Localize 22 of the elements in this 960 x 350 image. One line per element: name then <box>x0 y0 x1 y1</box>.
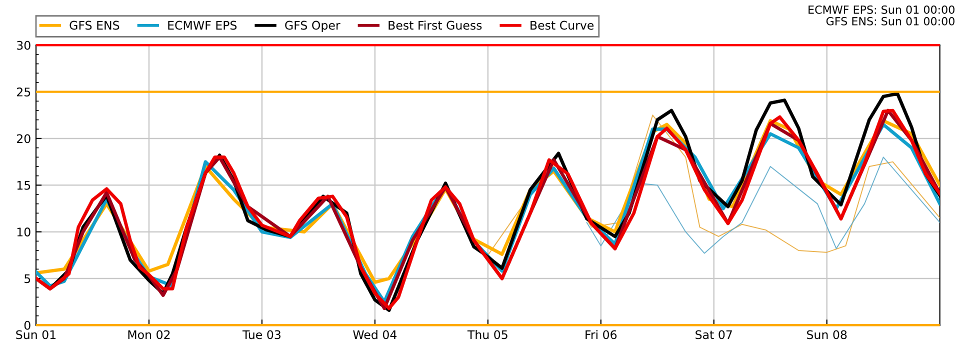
x-tick-label: Sun 01 <box>16 330 56 340</box>
text: GFS ENS: Sun 01 00:00 <box>826 16 954 26</box>
y-tick-label: 0 <box>24 320 30 330</box>
legend-label: Best First Guess <box>388 20 482 30</box>
y-tick-label: 25 <box>16 88 30 96</box>
x-tick-label: Mon 02 <box>128 330 170 340</box>
y-tick-label: 5 <box>24 274 30 284</box>
y-tick-label: 20 <box>16 134 30 144</box>
legend-label: GFS ENS <box>70 20 120 30</box>
legend-label: Best Curve <box>530 20 594 30</box>
x-tick-label: Fri 06 <box>586 330 617 340</box>
x-tick-label: Sat 07 <box>696 330 732 340</box>
x-tick-label: Tue 03 <box>242 330 280 340</box>
legend-label: GFS Oper <box>285 20 340 32</box>
legend-label: ECMWF EPS <box>168 20 237 30</box>
x-tick-label: Wed 04 <box>353 330 397 340</box>
x-tick-label: Thu 05 <box>467 330 508 340</box>
x-tick-label: Sun 08 <box>807 330 847 340</box>
y-tick-label: 10 <box>17 228 30 236</box>
y-tick-label: 30 <box>17 40 30 50</box>
y-tick-label: 15 <box>17 181 30 190</box>
text: ECMWF EPS: Sun 01 00:00 <box>808 5 954 14</box>
